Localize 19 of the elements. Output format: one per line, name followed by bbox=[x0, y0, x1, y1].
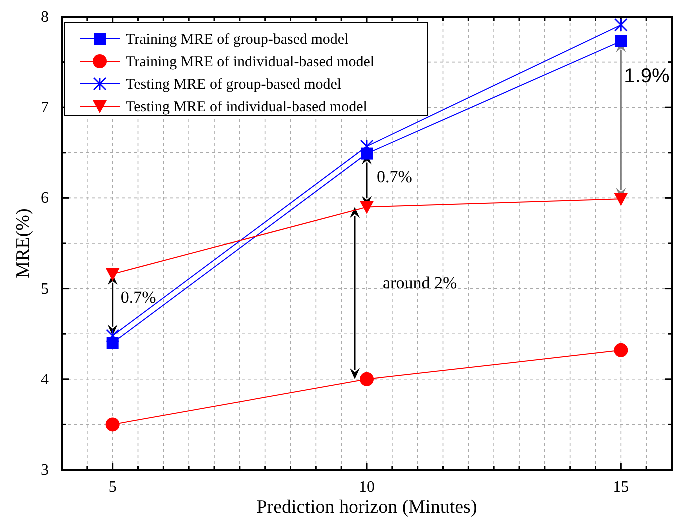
y-axis-title: MRE(%) bbox=[13, 208, 34, 278]
legend-label: Training MRE of individual-based model bbox=[126, 54, 375, 70]
y-tick-label: 7 bbox=[41, 100, 49, 117]
y-tick-label: 3 bbox=[41, 462, 49, 479]
x-axis-title: Prediction horizon (Minutes) bbox=[256, 497, 478, 517]
annotation: 0.7% bbox=[377, 168, 412, 187]
y-tick-label: 4 bbox=[41, 371, 49, 388]
x-tick-label: 5 bbox=[108, 479, 117, 496]
legend-label: Testing MRE of individual-based model bbox=[126, 100, 368, 116]
y-tick-label: 6 bbox=[41, 190, 49, 208]
annotation: around 2% bbox=[383, 273, 458, 292]
x-tick-label: 10 bbox=[359, 479, 375, 496]
annotation: 1.9% bbox=[624, 65, 670, 88]
x-tick-label: 15 bbox=[613, 479, 630, 496]
y-tick-label: 5 bbox=[41, 280, 49, 298]
annotation: 0.7% bbox=[120, 288, 156, 308]
legend-label: Testing MRE of group-based model bbox=[126, 77, 342, 93]
legend-label: Training MRE of group-based model bbox=[126, 32, 349, 48]
y-tick-label: 8 bbox=[41, 9, 49, 26]
